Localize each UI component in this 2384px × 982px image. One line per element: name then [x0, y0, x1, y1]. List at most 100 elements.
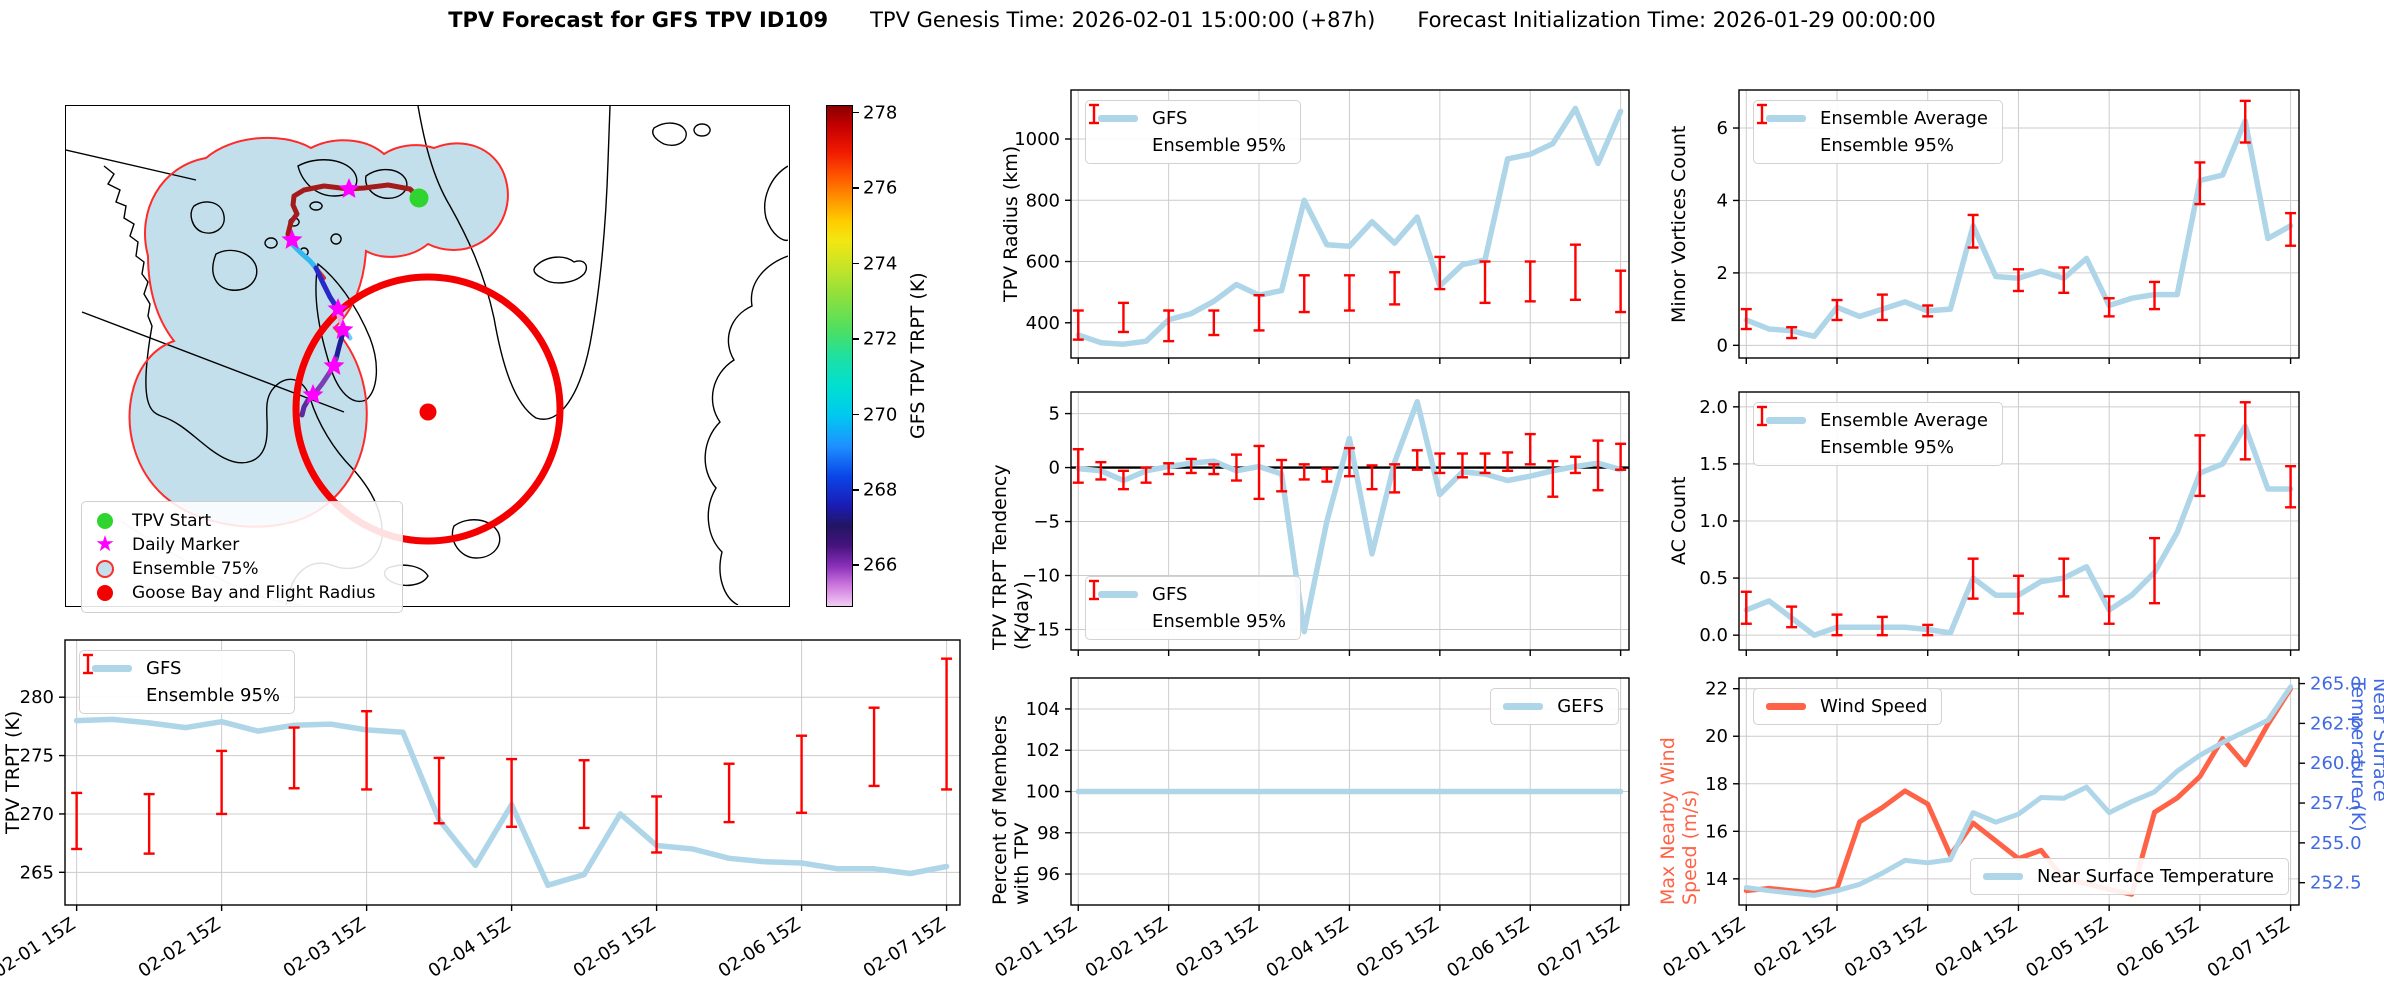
- legend-errorbar-icon: [83, 653, 93, 675]
- axes-frame: [64, 639, 961, 906]
- legend-entry: Ensemble Average: [1764, 410, 1988, 431]
- title-main: TPV Forecast for GFS TPV ID109: [448, 8, 829, 32]
- y-tick-label: 102: [1026, 740, 1060, 761]
- legend-entry: Ensemble 95%: [1757, 405, 1988, 458]
- map-legend-label: Goose Bay and Flight Radius: [132, 583, 376, 603]
- chart-svg-percent-members: 96 98 100 102 104 02-01 15Z 02-02 15Z 02-03 15Z…: [991, 677, 1630, 982]
- x-tick-label: 02-05 15Z: [570, 914, 660, 982]
- daily-marker-star: [281, 229, 303, 249]
- y-tick-label: 400: [1026, 313, 1060, 334]
- y-tick-label: 22: [1705, 679, 1728, 700]
- legend-label: GFS: [146, 658, 182, 679]
- map-legend-label: Ensemble 75%: [132, 559, 259, 579]
- map-legend-row: Ensemble 75%: [92, 557, 392, 581]
- x-tick-label: 02-02 15Z: [135, 914, 225, 982]
- errorbars: [1072, 243, 1627, 343]
- y-tick-label: 1.0: [1699, 511, 1728, 532]
- colorbar-tick: [853, 564, 859, 567]
- y-tick-label: −15: [1022, 619, 1060, 640]
- legend-label: Ensemble 95%: [1152, 611, 1286, 632]
- y-axis-label: TPV TRPT Tendency (K/day): [989, 464, 1033, 650]
- chart-legend: Ensemble Average Ensemble 95%: [1753, 402, 2003, 466]
- y-tick-label: 96: [1037, 864, 1060, 885]
- right-tick-label: 257.5: [2310, 793, 2362, 814]
- chart-minor-vortices: 0 2 4 6 Minor Vortices Count Ensemble Average…: [1667, 76, 2313, 392]
- map-legend-row: Goose Bay and Flight Radius: [92, 581, 392, 605]
- legend-entry: Ensemble 95%: [1757, 103, 1988, 156]
- legend-entry: GFS: [90, 658, 280, 679]
- colorbar-tick-label: 274: [863, 253, 898, 275]
- daily-marker-star: [332, 319, 354, 339]
- chart-svg-tpv-trpt-tendency: −15 −10 −5 0 5: [1022, 391, 1630, 656]
- colorbar-tick-label: 268: [863, 479, 898, 501]
- x-tick-label: 02-01 15Z: [0, 914, 79, 982]
- colorbar-tick-label: 266: [863, 554, 898, 576]
- right-tick-label: 252.5: [2310, 873, 2362, 894]
- map-panel: TPV Start ★ Daily Marker Ensemble 75% Go…: [65, 105, 790, 613]
- daily-marker-star: [338, 178, 360, 198]
- x-tick-label: 02-06 15Z: [715, 914, 805, 982]
- y-tick-label: 18: [1705, 774, 1728, 795]
- errorbars: [1072, 432, 1627, 501]
- x-tick-label: 02-02 15Z: [1750, 914, 1840, 982]
- y-tick-label: 265: [20, 862, 54, 883]
- legend-errorbar-icon: [1757, 405, 1767, 427]
- legend-label: GFS: [1152, 108, 1188, 129]
- x-tick-label: 02-01 15Z: [991, 914, 1081, 982]
- colorbar-tick-label: 272: [863, 328, 898, 350]
- colorbar-label: GFS TPV TRPT (K): [907, 272, 929, 440]
- x-tick-label: 02-05 15Z: [2022, 914, 2112, 982]
- legend-entry: Ensemble Average: [1764, 108, 1988, 129]
- colorbar-tick: [853, 187, 859, 189]
- colorbar-tick: [853, 488, 859, 491]
- x-tick-label: 02-03 15Z: [280, 914, 370, 982]
- x-tick-label: 02-04 15Z: [425, 914, 515, 982]
- errorbars: [1740, 99, 2297, 340]
- goose-bay-dot: [419, 403, 437, 421]
- legend-entry: Wind Speed: [1764, 696, 1927, 717]
- tpv-start-icon: [97, 513, 113, 529]
- chart-tpv-radius: 400 600 800 1000 TPV Radius (km) GFS Ensemble …: [999, 76, 1643, 392]
- colorbar-tick: [853, 111, 859, 114]
- x-tick-label: 02-03 15Z: [1172, 914, 1262, 982]
- x-tick-label: 02-03 15Z: [1841, 914, 1931, 982]
- map-legend-row: TPV Start: [92, 509, 392, 533]
- daily-marker-star: [323, 355, 345, 375]
- ensemble-75-outline: [128, 136, 509, 528]
- legend-entry: Ensemble 95%: [1089, 579, 1286, 632]
- y-tick-label: 0.0: [1699, 625, 1728, 646]
- title-genesis-time: TPV Genesis Time: 2026-02-01 15:00:00 (+…: [870, 8, 1376, 32]
- right-tick-label: 262.5: [2310, 713, 2362, 734]
- figure-title: TPV Forecast for GFS TPV ID109 TPV Genes…: [0, 8, 2384, 32]
- chart-svg-wind-temp: 14 16 18 20 22 252.5 255.0 257.5 260.0 262.5 265.0…: [1659, 674, 2362, 982]
- colorbar-tick-label: 278: [863, 102, 898, 124]
- legend-line-icon: [1098, 591, 1138, 598]
- y-tick-label: 16: [1705, 821, 1728, 842]
- y-tick-label: 2.0: [1699, 397, 1728, 418]
- chart-legend: GFS Ensemble 95%: [1085, 100, 1301, 164]
- legend-line-icon: [92, 665, 132, 672]
- x-tick-label: 02-07 15Z: [860, 914, 950, 982]
- x-tick-label: 02-05 15Z: [1353, 914, 1443, 982]
- map-legend: TPV Start ★ Daily Marker Ensemble 75% Go…: [81, 501, 403, 613]
- tpv-track-segment: [313, 265, 340, 311]
- legend-line-icon: [1982, 873, 2023, 880]
- x-tick-label: 02-01 15Z: [1659, 914, 1749, 982]
- daily-marker-icon: ★: [95, 532, 115, 557]
- y-tick-label: 270: [20, 804, 54, 825]
- y-tick-label: 0: [1717, 335, 1728, 356]
- title-init-time: Forecast Initialization Time: 2026-01-29…: [1417, 8, 1936, 32]
- y-tick-label: 98: [1037, 823, 1060, 844]
- y-tick-label: 6: [1717, 118, 1728, 139]
- y-tick-label: 5: [1049, 404, 1060, 425]
- legend-errorbar-icon: [1757, 103, 1767, 125]
- legend-line-icon: [1098, 115, 1138, 122]
- legend-line-icon: [1766, 703, 1806, 710]
- y-tick-label: 800: [1026, 190, 1060, 211]
- map-legend-row: ★ Daily Marker: [92, 533, 392, 557]
- chart-svg-ac-count: 0.0 0.5 1.0 1.5 2.0: [1699, 391, 2300, 656]
- legend-entry: Ensemble 95%: [83, 653, 280, 706]
- flight-radius-circle: [292, 273, 564, 545]
- legend-label: Ensemble Average: [1820, 108, 1988, 129]
